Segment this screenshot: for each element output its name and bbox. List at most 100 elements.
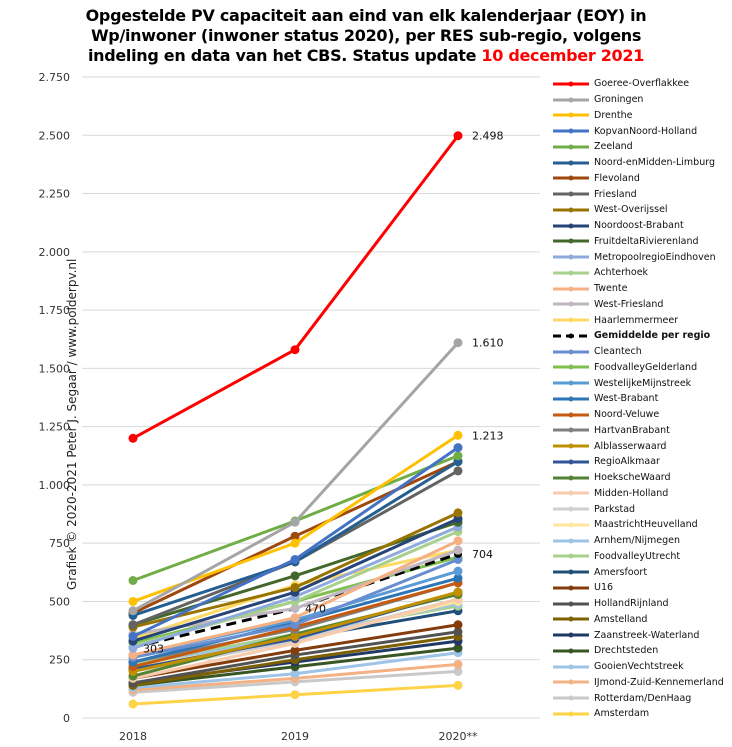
legend-label: RegioAlkmaar — [594, 456, 660, 468]
legend-label: Twente — [594, 283, 628, 295]
legend-item: KopvanNoord-Holland — [552, 123, 732, 139]
legend-label: Gemiddelde per regio — [594, 330, 711, 342]
y-tick-label: 1.750 — [39, 304, 71, 317]
legend-swatch — [553, 349, 589, 355]
series-goeree-overflakkee — [128, 131, 463, 443]
y-tick-label: 500 — [49, 595, 70, 608]
data-point — [128, 699, 138, 709]
legend-label: Zaanstreek-Waterland — [594, 629, 700, 641]
data-point — [453, 545, 463, 555]
data-point — [128, 631, 138, 641]
legend-item: Cleantech — [552, 344, 732, 360]
legend-swatch — [553, 128, 589, 134]
legend-swatch — [553, 490, 589, 496]
legend-marker — [568, 160, 574, 166]
legend-swatch — [553, 112, 589, 118]
gridlines — [82, 76, 540, 719]
legend-item: FoodvalleyGelderland — [552, 360, 732, 376]
legend-label: Cleantech — [594, 346, 642, 358]
legend-swatch — [553, 254, 589, 260]
legend-marker — [568, 270, 574, 276]
legend-marker — [568, 254, 574, 260]
series-amsterdam — [128, 680, 463, 709]
data-point — [128, 575, 138, 585]
data-point — [453, 466, 463, 476]
data-point — [453, 554, 463, 564]
legend-item: HartvanBrabant — [552, 423, 732, 439]
y-tick-label: 1.000 — [39, 479, 71, 492]
legend-label: WestelijkeMijnstreek — [594, 377, 692, 389]
legend-label: U16 — [594, 582, 614, 594]
data-point — [290, 690, 300, 700]
series-twente — [128, 536, 463, 660]
chart-title-line-3-text: indeling en data van het CBS. Status upd… — [87, 46, 482, 65]
legend-swatch — [553, 412, 589, 418]
data-label: 704 — [472, 548, 493, 561]
legend-swatch — [553, 396, 589, 402]
legend-label: HartvanBrabant — [594, 424, 670, 436]
legend-marker — [568, 412, 574, 418]
chart-title: Opgestelde PV capaciteit aan eind van el… — [0, 6, 732, 66]
legend-swatch — [553, 601, 589, 607]
legend-label: Noord-Veluwe — [594, 409, 660, 421]
legend-swatch — [553, 711, 589, 717]
legend-label: Alblasserwaard — [594, 440, 667, 452]
legend-item: HollandRijnland — [552, 596, 732, 612]
legend-swatch — [553, 97, 589, 103]
legend-item: Zaanstreek-Waterland — [552, 627, 732, 643]
legend-label: HoekscheWaard — [594, 472, 671, 484]
legend-marker — [568, 585, 574, 591]
data-point — [290, 645, 300, 655]
data-point — [128, 606, 138, 616]
legend-item: WestelijkeMijnstreek — [552, 375, 732, 391]
legend-marker — [568, 553, 574, 559]
data-point — [128, 596, 138, 606]
legend-label: Friesland — [594, 188, 637, 200]
legend-marker — [568, 380, 574, 386]
y-tick-label: 2.500 — [39, 129, 71, 142]
legend-swatch — [553, 679, 589, 685]
series-lines — [128, 131, 463, 709]
y-axis: 0 250 500 750 1.000 1.250 1.500 1.750 2.000 2.250… — [39, 71, 71, 725]
x-axis: 2018 2019 2020** — [119, 730, 478, 743]
legend-marker — [568, 364, 574, 370]
legend-label: Achterhoek — [594, 267, 649, 279]
legend-item: Arnhem/Nijmegen — [552, 533, 732, 549]
legend-item: Noord-Veluwe — [552, 407, 732, 423]
legend-marker — [568, 601, 574, 607]
legend-marker — [568, 191, 574, 197]
legend-swatch — [553, 144, 589, 150]
legend-marker — [568, 569, 574, 575]
legend-item: U16 — [552, 580, 732, 596]
legend-swatch — [553, 270, 589, 276]
legend-marker — [568, 128, 574, 134]
legend-label: West-Brabant — [594, 393, 659, 405]
legend-label: Midden-Holland — [594, 487, 669, 499]
data-point — [453, 451, 463, 461]
legend-marker — [568, 632, 574, 638]
legend-item: Noordoost-Brabant — [552, 218, 732, 234]
legend-label: Amstelland — [594, 613, 648, 625]
legend-label: MetropoolregioEindhoven — [594, 251, 716, 263]
y-tick-label: 750 — [49, 537, 70, 550]
data-point — [453, 131, 463, 141]
legend-swatch — [553, 475, 589, 481]
data-label: 1.213 — [472, 429, 504, 442]
legend-item: IJmond-Zuid-Kennemerland — [552, 675, 732, 691]
data-point — [453, 430, 463, 440]
legend-label: Drenthe — [594, 109, 633, 121]
legend-marker — [568, 112, 574, 118]
legend-label: Drechtsteden — [594, 645, 659, 657]
legend-marker — [568, 490, 574, 496]
y-tick-label: 0 — [63, 712, 70, 725]
legend-item: Amsterdam — [552, 706, 732, 722]
legend-label: Noord-enMidden-Limburg — [594, 157, 715, 169]
legend-swatch — [553, 286, 589, 292]
legend-item: Midden-Holland — [552, 486, 732, 502]
legend-label: Rotterdam/DenHaag — [594, 692, 692, 704]
series-cleantech — [128, 554, 463, 662]
data-point — [290, 613, 300, 623]
legend-label: FruitdeltaRivierenland — [594, 235, 699, 247]
legend-item: Drenthe — [552, 108, 732, 124]
legend-swatch — [553, 364, 589, 370]
